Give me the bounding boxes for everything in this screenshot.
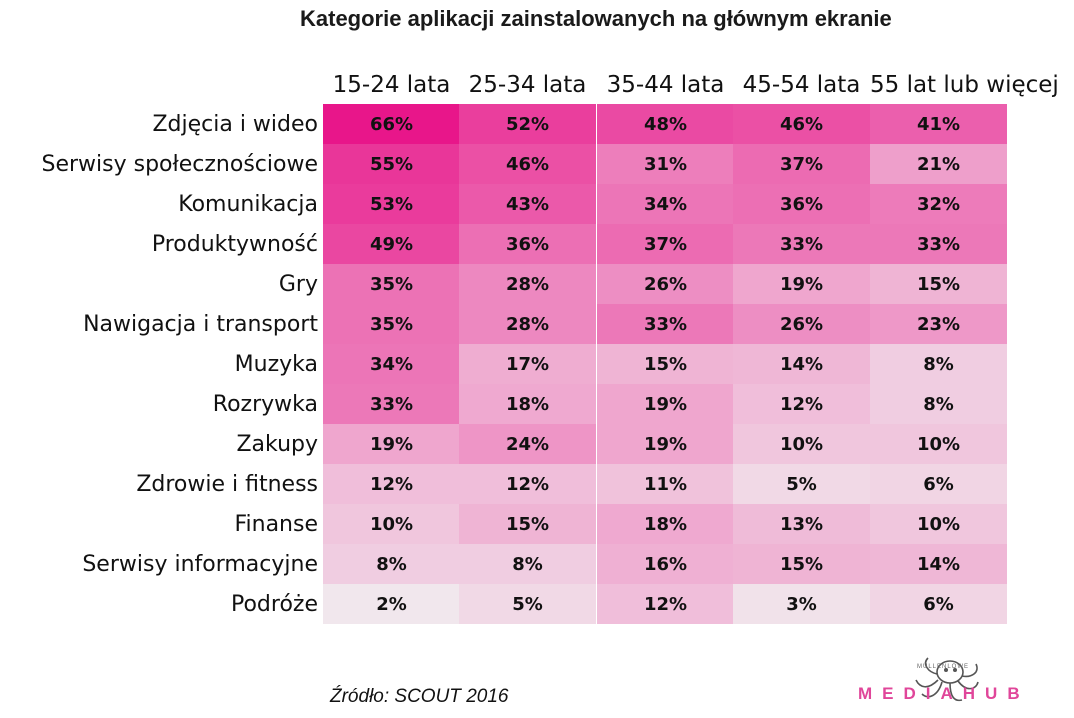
heatmap-cell: 46% bbox=[459, 144, 596, 184]
logo-small-text: MULLENLOWE bbox=[916, 664, 969, 670]
heatmap-cell: 19% bbox=[597, 384, 734, 424]
row-label: Finanse bbox=[234, 512, 318, 537]
heatmap-cell: 19% bbox=[733, 264, 870, 304]
row-label: Serwisy społecznościowe bbox=[41, 152, 318, 177]
heatmap-cell: 33% bbox=[597, 304, 734, 344]
heatmap-cell: 28% bbox=[459, 264, 596, 304]
heatmap-cell: 37% bbox=[733, 144, 870, 184]
heatmap-cell: 19% bbox=[597, 424, 734, 464]
mediahub-logo: MULLENLOWE MEDIAHUB bbox=[858, 650, 1028, 714]
column-header: 35-44 lata bbox=[606, 72, 725, 98]
heatmap-cell: 18% bbox=[597, 504, 734, 544]
heatmap-cell: 12% bbox=[323, 464, 460, 504]
heatmap-cell: 46% bbox=[733, 104, 870, 144]
heatmap-cell: 14% bbox=[870, 544, 1007, 584]
row-label: Podróże bbox=[230, 592, 318, 617]
heatmap-cell: 35% bbox=[323, 264, 460, 304]
row-label: Gry bbox=[278, 272, 318, 297]
heatmap-cell: 14% bbox=[733, 344, 870, 384]
heatmap-cell: 8% bbox=[459, 544, 596, 584]
row-label: Produktywność bbox=[151, 232, 318, 257]
heatmap-cell: 10% bbox=[870, 504, 1007, 544]
heatmap-cell: 10% bbox=[870, 424, 1007, 464]
heatmap-cell: 26% bbox=[733, 304, 870, 344]
heatmap-cell: 53% bbox=[323, 184, 460, 224]
heatmap-cell: 24% bbox=[459, 424, 596, 464]
heatmap-cell: 19% bbox=[323, 424, 460, 464]
row-label: Komunikacja bbox=[178, 192, 318, 217]
column-header: 25-34 lata bbox=[468, 72, 587, 98]
heatmap-cell: 48% bbox=[597, 104, 734, 144]
heatmap-cell: 34% bbox=[597, 184, 734, 224]
heatmap-cell: 55% bbox=[323, 144, 460, 184]
heatmap-cell: 13% bbox=[733, 504, 870, 544]
heatmap-cell: 6% bbox=[870, 584, 1007, 624]
heatmap-cell: 21% bbox=[870, 144, 1007, 184]
heatmap-cell: 49% bbox=[323, 224, 460, 264]
heatmap-cell: 15% bbox=[733, 544, 870, 584]
row-label: Rozrywka bbox=[212, 392, 318, 417]
chart-title: Kategorie aplikacji zainstalowanych na g… bbox=[300, 6, 892, 31]
heatmap-cell: 36% bbox=[733, 184, 870, 224]
column-header: 45-54 lata bbox=[742, 72, 861, 98]
heatmap-cell: 3% bbox=[733, 584, 870, 624]
row-label: Zdjęcia i wideo bbox=[152, 112, 318, 137]
heatmap-cell: 18% bbox=[459, 384, 596, 424]
row-label: Zdrowie i fitness bbox=[136, 472, 318, 497]
heatmap-cell: 5% bbox=[733, 464, 870, 504]
heatmap-cell: 43% bbox=[459, 184, 596, 224]
column-header: 15-24 lata bbox=[332, 72, 451, 98]
heatmap-cell: 16% bbox=[597, 544, 734, 584]
heatmap-cell: 8% bbox=[870, 384, 1007, 424]
heatmap-cell: 12% bbox=[733, 384, 870, 424]
row-label: Muzyka bbox=[234, 352, 318, 377]
heatmap-cell: 15% bbox=[597, 344, 734, 384]
heatmap-cell: 11% bbox=[597, 464, 734, 504]
heatmap-cell: 33% bbox=[870, 224, 1007, 264]
heatmap-cell: 36% bbox=[459, 224, 596, 264]
heatmap-cell: 12% bbox=[459, 464, 596, 504]
heatmap-cell: 66% bbox=[323, 104, 460, 144]
heatmap-cell: 8% bbox=[870, 344, 1007, 384]
heatmap-cell: 34% bbox=[323, 344, 460, 384]
heatmap-cell: 52% bbox=[459, 104, 596, 144]
logo-octopus-icon bbox=[915, 657, 979, 702]
row-label: Serwisy informacyjne bbox=[82, 552, 318, 577]
source-note: Źródło: SCOUT 2016 bbox=[330, 686, 509, 707]
column-header: 55 lat lub więcej bbox=[870, 72, 1059, 98]
heatmap-cell: 26% bbox=[597, 264, 734, 304]
heatmap-cell: 8% bbox=[323, 544, 460, 584]
logo-text: MEDIAHUB bbox=[858, 684, 1030, 703]
heatmap-cell: 2% bbox=[323, 584, 460, 624]
heatmap-cell: 12% bbox=[597, 584, 734, 624]
row-label: Nawigacja i transport bbox=[83, 312, 318, 337]
heatmap-cell: 28% bbox=[459, 304, 596, 344]
heatmap-cell: 31% bbox=[597, 144, 734, 184]
heatmap-cell: 33% bbox=[733, 224, 870, 264]
heatmap-cell: 35% bbox=[323, 304, 460, 344]
heatmap-cell: 41% bbox=[870, 104, 1007, 144]
heatmap-cell: 10% bbox=[733, 424, 870, 464]
heatmap-cell: 32% bbox=[870, 184, 1007, 224]
row-label: Zakupy bbox=[236, 432, 318, 457]
heatmap-cell: 15% bbox=[459, 504, 596, 544]
heatmap-cell: 23% bbox=[870, 304, 1007, 344]
heatmap-cell: 17% bbox=[459, 344, 596, 384]
heatmap-cell: 37% bbox=[597, 224, 734, 264]
heatmap-cell: 10% bbox=[323, 504, 460, 544]
heatmap-cell: 6% bbox=[870, 464, 1007, 504]
heatmap-cell: 15% bbox=[870, 264, 1007, 304]
heatmap-cell: 5% bbox=[459, 584, 596, 624]
heatmap-cell: 33% bbox=[323, 384, 460, 424]
